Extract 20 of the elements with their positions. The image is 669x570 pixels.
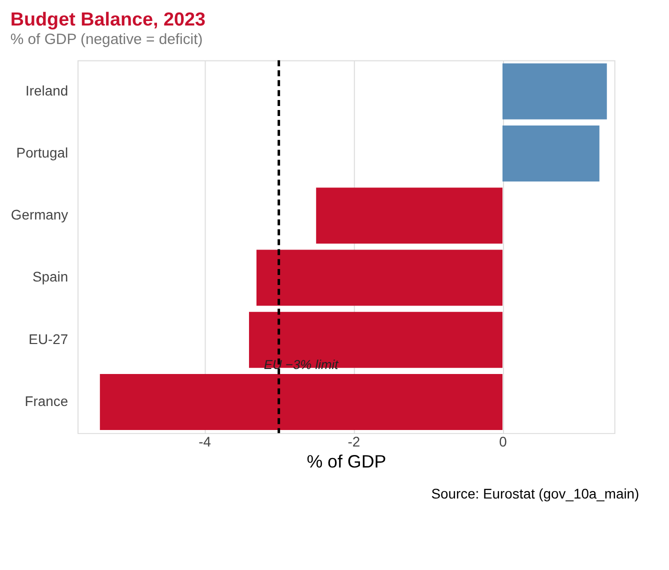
y-tick-label: Spain [32, 268, 68, 285]
bar [502, 63, 607, 120]
y-tick-label: Ireland [26, 82, 68, 98]
chart-subtitle: % of GDP (negative = deficit) [10, 32, 203, 48]
bar [502, 126, 600, 182]
x-axis-title: % of GDP [306, 451, 386, 472]
bar [100, 374, 502, 430]
ref-line-label: EU −3% limit [264, 356, 340, 372]
y-tick-label: EU-27 [28, 330, 68, 347]
bar [256, 250, 502, 306]
chart-title: Budget Balance, 2023 [10, 9, 206, 30]
y-tick-label: Portugal [16, 144, 68, 160]
bar [249, 312, 502, 368]
y-tick-label: France [24, 392, 68, 409]
bar [316, 188, 502, 244]
y-tick-label: Germany [10, 206, 68, 223]
x-tick-label: 0 [499, 433, 508, 450]
x-tick-label: -4 [198, 433, 212, 450]
source-note: Source: Eurostat (gov_10a_main) [431, 486, 640, 502]
x-tick-label: -2 [348, 433, 360, 450]
